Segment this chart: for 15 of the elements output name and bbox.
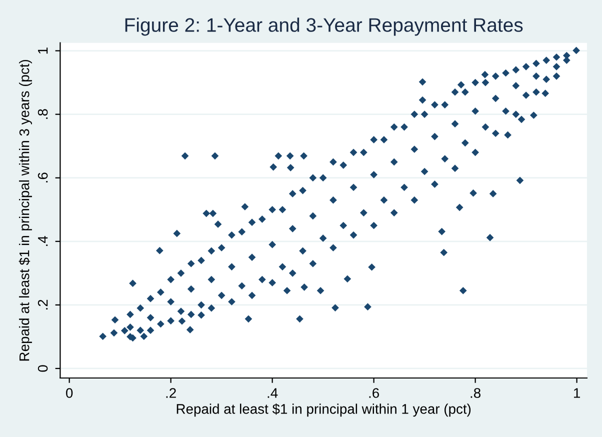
y-tick-label: .2	[38, 300, 48, 310]
x-axis-title: Repaid at least $1 in principal within 1 year (pct)	[176, 403, 471, 417]
x-tick-label: 1	[574, 388, 580, 398]
y-tick-label: 0	[38, 365, 48, 372]
y-axis-title: Repaid at least $1 in principal within 3 years (pct)	[18, 60, 32, 361]
y-tick-label: .6	[38, 172, 48, 182]
y-tick-label: .4	[38, 236, 48, 246]
y-tick-label: 1	[38, 48, 48, 54]
x-tick-label: .6	[369, 388, 379, 398]
chart-title: Figure 2: 1-Year and 3-Year Repayment Rates	[125, 18, 523, 36]
x-tick-label: 0	[66, 388, 73, 398]
y-tick-label: .8	[38, 109, 48, 119]
x-tick-label: .4	[268, 388, 278, 398]
x-tick-label: .2	[166, 388, 176, 398]
x-tick-label: .8	[470, 388, 480, 398]
